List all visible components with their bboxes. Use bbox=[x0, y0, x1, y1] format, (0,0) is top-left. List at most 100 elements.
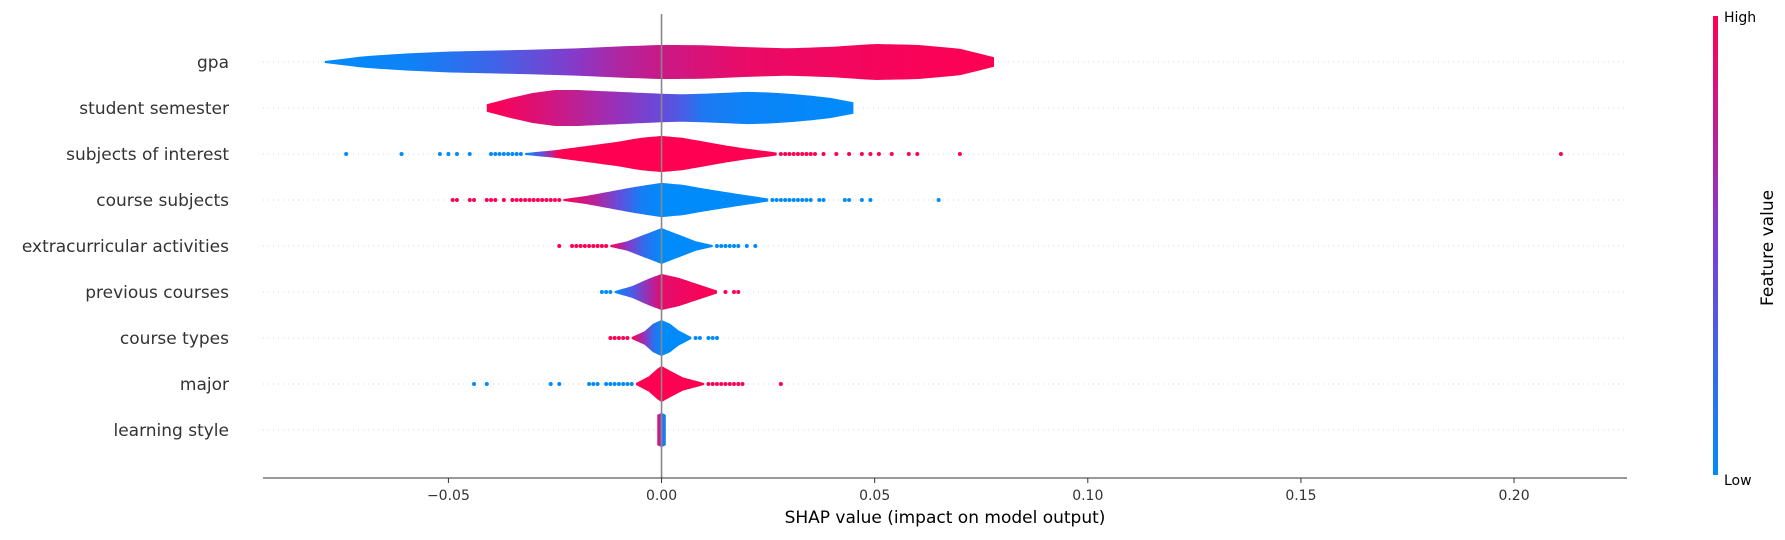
dot-extracurricular-activities bbox=[582, 244, 587, 248]
colorbar-high-label: High bbox=[1724, 10, 1756, 26]
dot-major bbox=[710, 382, 715, 386]
dot-subjects-of-interest bbox=[510, 152, 515, 156]
dot-course-subjects bbox=[770, 198, 775, 202]
dot-course-types bbox=[693, 336, 698, 340]
dot-extracurricular-activities bbox=[736, 244, 741, 248]
violin-previous-courses bbox=[614, 274, 717, 310]
x-tick-label: −0.05 bbox=[427, 488, 470, 504]
feature-label-gpa: gpa bbox=[197, 53, 229, 73]
dot-course-types bbox=[706, 336, 711, 340]
dot-subjects-of-interest bbox=[915, 152, 920, 156]
dot-subjects-of-interest bbox=[344, 152, 349, 156]
dot-course-types bbox=[616, 336, 621, 340]
dot-subjects-of-interest bbox=[889, 152, 894, 156]
dot-previous-courses bbox=[723, 290, 728, 294]
dot-subjects-of-interest bbox=[778, 152, 783, 156]
dot-course-types bbox=[697, 336, 702, 340]
x-tick-label: 0.00 bbox=[646, 488, 677, 504]
feature-label-learning-style: learning style bbox=[113, 421, 229, 441]
dot-extracurricular-activities bbox=[714, 244, 719, 248]
dot-subjects-of-interest bbox=[489, 152, 494, 156]
dot-extracurricular-activities bbox=[557, 244, 562, 248]
dot-course-subjects bbox=[540, 198, 545, 202]
dot-major bbox=[740, 382, 745, 386]
dot-major bbox=[587, 382, 592, 386]
violin-major bbox=[635, 365, 705, 403]
dot-subjects-of-interest bbox=[906, 152, 911, 156]
dot-subjects-of-interest bbox=[446, 152, 451, 156]
dot-subjects-of-interest bbox=[454, 152, 459, 156]
dot-extracurricular-activities bbox=[578, 244, 583, 248]
dot-previous-courses bbox=[608, 290, 613, 294]
dot-major bbox=[612, 382, 617, 386]
dot-major bbox=[732, 382, 737, 386]
dot-major bbox=[484, 382, 489, 386]
dot-course-subjects bbox=[544, 198, 549, 202]
dot-subjects-of-interest bbox=[876, 152, 881, 156]
dot-course-subjects bbox=[804, 198, 809, 202]
dot-major bbox=[471, 382, 476, 386]
dot-subjects-of-interest bbox=[437, 152, 442, 156]
dot-extracurricular-activities bbox=[595, 244, 600, 248]
dot-major bbox=[557, 382, 562, 386]
violin-gpa bbox=[324, 44, 995, 80]
dot-major bbox=[595, 382, 600, 386]
dot-course-subjects bbox=[501, 198, 506, 202]
violin-student-semester bbox=[486, 89, 854, 127]
dot-course-subjects bbox=[535, 198, 540, 202]
dot-extracurricular-activities bbox=[604, 244, 609, 248]
dot-subjects-of-interest bbox=[497, 152, 502, 156]
dot-course-subjects bbox=[842, 198, 847, 202]
dot-course-subjects bbox=[454, 198, 459, 202]
dot-course-types bbox=[710, 336, 715, 340]
dot-extracurricular-activities bbox=[599, 244, 604, 248]
feature-label-major: major bbox=[180, 375, 229, 395]
dot-course-subjects bbox=[791, 198, 796, 202]
dot-course-subjects bbox=[552, 198, 557, 202]
dot-subjects-of-interest bbox=[957, 152, 962, 156]
dot-extracurricular-activities bbox=[591, 244, 596, 248]
dot-course-subjects bbox=[936, 198, 941, 202]
dot-subjects-of-interest bbox=[808, 152, 813, 156]
dot-subjects-of-interest bbox=[791, 152, 796, 156]
dot-major bbox=[629, 382, 634, 386]
dot-course-subjects bbox=[787, 198, 792, 202]
dot-course-subjects bbox=[774, 198, 779, 202]
dot-course-subjects bbox=[795, 198, 800, 202]
dot-course-subjects bbox=[847, 198, 852, 202]
dot-course-subjects bbox=[548, 198, 553, 202]
x-tick-label: 0.05 bbox=[859, 488, 890, 504]
colorbar-title: Feature value bbox=[1758, 190, 1778, 306]
dot-course-subjects bbox=[778, 198, 783, 202]
feature-label-course-types: course types bbox=[120, 329, 229, 349]
dot-course-subjects bbox=[510, 198, 515, 202]
dot-major bbox=[778, 382, 783, 386]
dot-subjects-of-interest bbox=[506, 152, 511, 156]
dot-major bbox=[625, 382, 630, 386]
violin-course-subjects bbox=[563, 183, 769, 217]
dot-subjects-of-interest bbox=[847, 152, 852, 156]
dot-previous-courses bbox=[732, 290, 737, 294]
outlier-dots bbox=[344, 152, 1563, 386]
dot-extracurricular-activities bbox=[744, 244, 749, 248]
dot-course-subjects bbox=[471, 198, 476, 202]
dot-previous-courses bbox=[736, 290, 741, 294]
dot-course-subjects bbox=[484, 198, 489, 202]
x-tick-label: 0.20 bbox=[1498, 488, 1529, 504]
dot-course-subjects bbox=[800, 198, 805, 202]
dot-course-types bbox=[612, 336, 617, 340]
dot-course-subjects bbox=[489, 198, 494, 202]
dot-course-subjects bbox=[783, 198, 788, 202]
dot-subjects-of-interest bbox=[834, 152, 839, 156]
dot-extracurricular-activities bbox=[574, 244, 579, 248]
dot-major bbox=[548, 382, 553, 386]
dot-major bbox=[591, 382, 596, 386]
dot-subjects-of-interest bbox=[783, 152, 788, 156]
dot-subjects-of-interest bbox=[467, 152, 472, 156]
dot-major bbox=[719, 382, 724, 386]
dot-course-types bbox=[625, 336, 630, 340]
dot-subjects-of-interest bbox=[501, 152, 506, 156]
dot-course-types bbox=[621, 336, 626, 340]
